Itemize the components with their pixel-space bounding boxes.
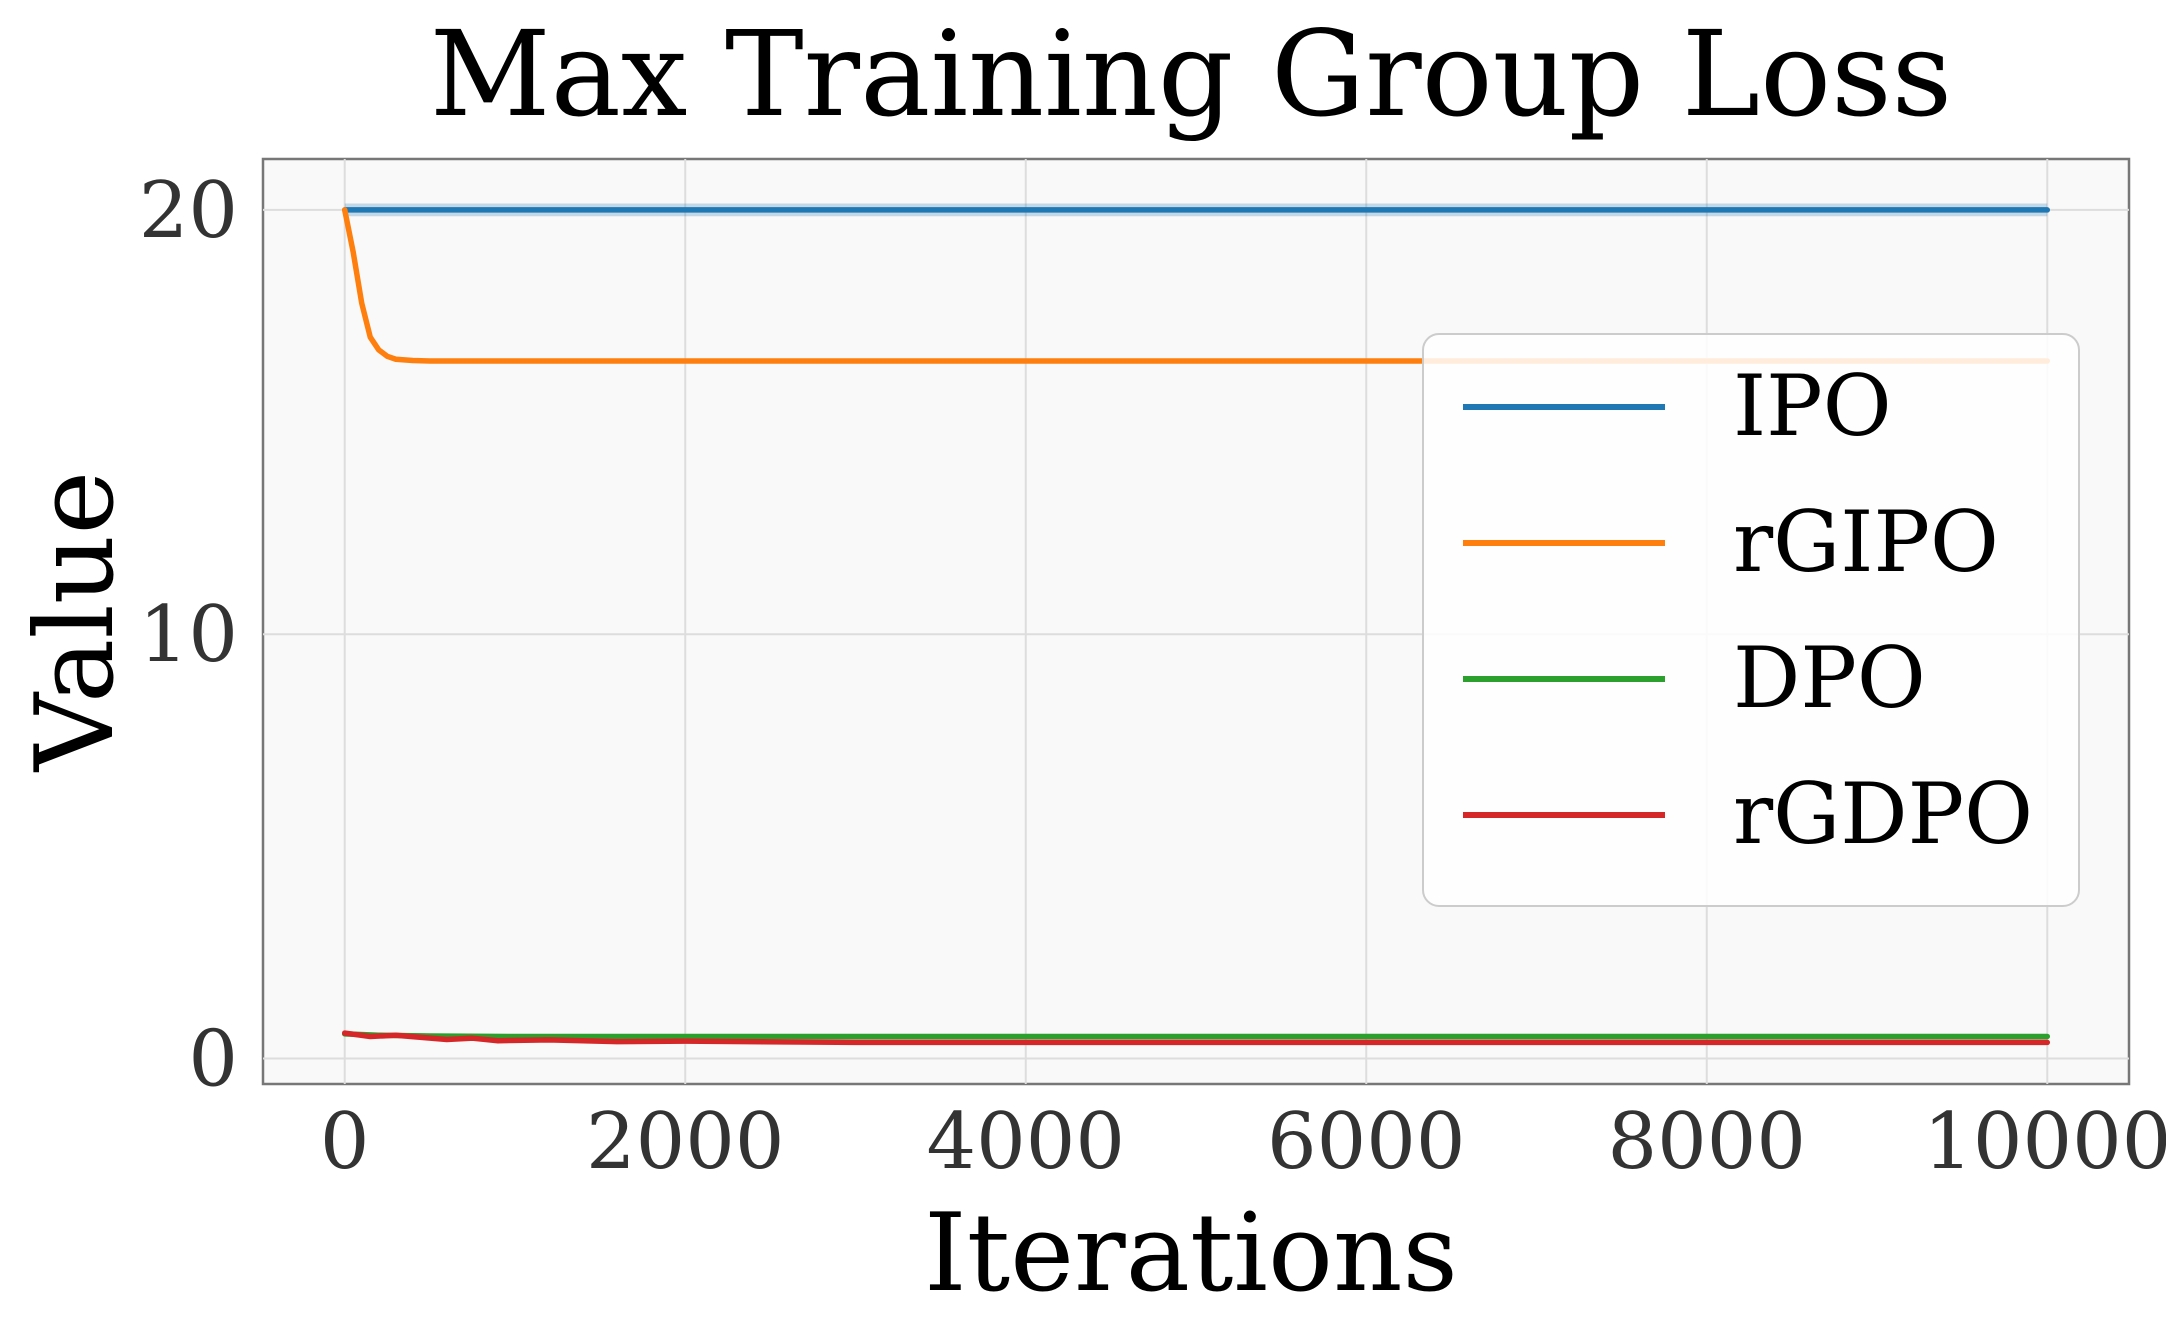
legend-label: DPO: [1733, 629, 1926, 727]
legend-item: DPO: [1463, 629, 1926, 727]
series-line-dpo: [341, 1031, 2051, 1040]
legend-box: [1422, 333, 2080, 907]
legend-item: rGDPO: [1463, 765, 2033, 863]
series-layer: [341, 203, 2051, 1046]
x-tick-label: 2000: [586, 1097, 785, 1187]
legend-label: rGIPO: [1733, 493, 1999, 591]
y-tick-label: 20: [139, 166, 238, 256]
legend-label: IPO: [1733, 357, 1892, 455]
y-tick-label: 0: [188, 1015, 238, 1105]
x-tick-label: 0: [320, 1097, 370, 1187]
x-tick-labels: 0 2000 4000 6000 8000 10000: [320, 1097, 2166, 1187]
legend-label: rGDPO: [1733, 765, 2033, 863]
x-axis-label: Iterations: [924, 1191, 1458, 1316]
legend-item: rGIPO: [1463, 493, 1999, 591]
chart-title: Max Training Group Loss: [430, 5, 1952, 143]
legend-items: IPO rGIPO DPO rGDPO: [1463, 357, 2033, 863]
y-tick-label: 10: [139, 590, 238, 680]
legend-item: IPO: [1463, 357, 1892, 455]
x-tick-label: 4000: [926, 1097, 1125, 1187]
y-axis-label: Value: [13, 471, 138, 773]
y-tick-labels: 0 10 20: [139, 166, 238, 1105]
x-tick-label: 6000: [1267, 1097, 1466, 1187]
series-line-rgdpo: [341, 1030, 2051, 1046]
x-tick-label: 10000: [1923, 1097, 2166, 1187]
series-line-rgipo: [341, 207, 2051, 364]
x-tick-label: 8000: [1608, 1097, 1807, 1187]
legend: IPO rGIPO DPO rGDPO: [1422, 333, 2080, 907]
